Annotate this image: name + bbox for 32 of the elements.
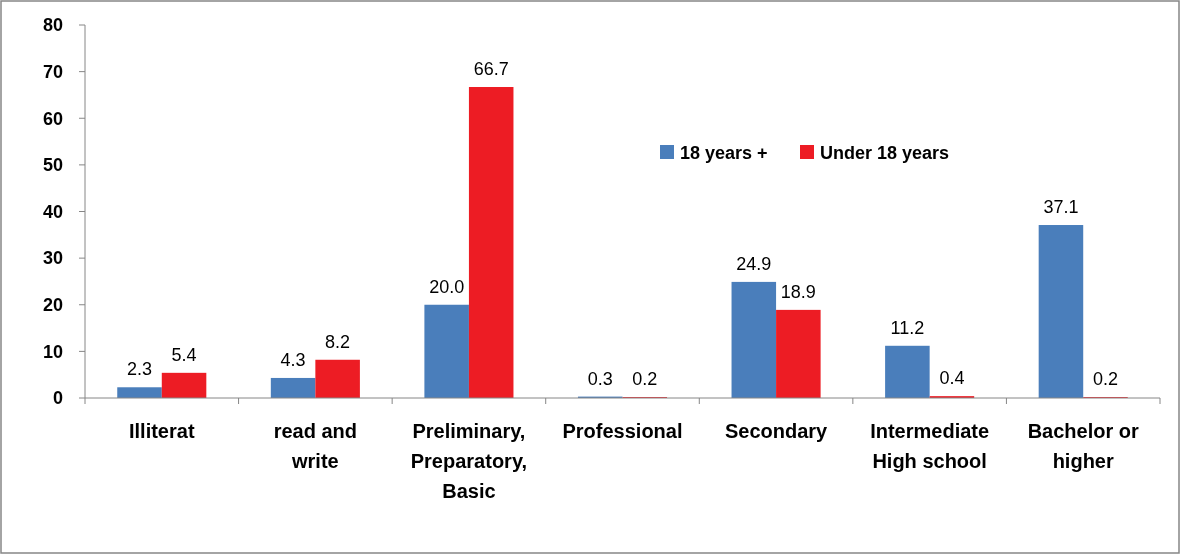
data-label: 0.4: [939, 368, 965, 389]
x-tick-label: Illiterat: [129, 420, 195, 442]
y-tick-label: 10: [42, 341, 63, 362]
y-tick-label: 50: [42, 155, 63, 176]
legend-label: 18 years +: [680, 143, 768, 164]
data-label: 0.2: [1092, 369, 1118, 390]
data-label: 11.2: [890, 317, 925, 338]
data-label: 5.4: [171, 344, 197, 365]
y-tick-label: 40: [42, 201, 63, 222]
data-label: 0.3: [587, 368, 613, 389]
data-label: 0.2: [632, 369, 658, 390]
data-label: 8.2: [325, 331, 351, 352]
x-tick-label: Professional: [562, 420, 683, 442]
data-label: 2.3: [127, 359, 153, 380]
data-label: 20.0: [429, 276, 465, 297]
y-tick-label: 80: [42, 15, 63, 36]
data-label: 37.1: [1043, 197, 1079, 218]
data-label: 24.9: [736, 253, 772, 274]
y-tick-label: 0: [52, 388, 63, 409]
y-tick-label: 70: [42, 61, 63, 82]
data-label: 66.7: [473, 59, 509, 80]
data-label: 18.9: [780, 281, 816, 302]
x-tick-label: Preliminary, Preparatory, Basic: [410, 420, 528, 502]
data-label: 4.3: [280, 349, 306, 370]
x-tick-label: Bachelor or higher: [1027, 420, 1139, 472]
x-tick-label: Intermediate High school: [870, 420, 990, 472]
y-tick-label: 30: [42, 248, 63, 269]
y-tick-label: 20: [42, 295, 63, 316]
legend-label: Under 18 years: [820, 143, 950, 164]
x-tick-label: read and write: [273, 420, 358, 472]
x-tick-label: Secondary: [724, 420, 829, 442]
y-tick-label: 60: [42, 108, 63, 129]
